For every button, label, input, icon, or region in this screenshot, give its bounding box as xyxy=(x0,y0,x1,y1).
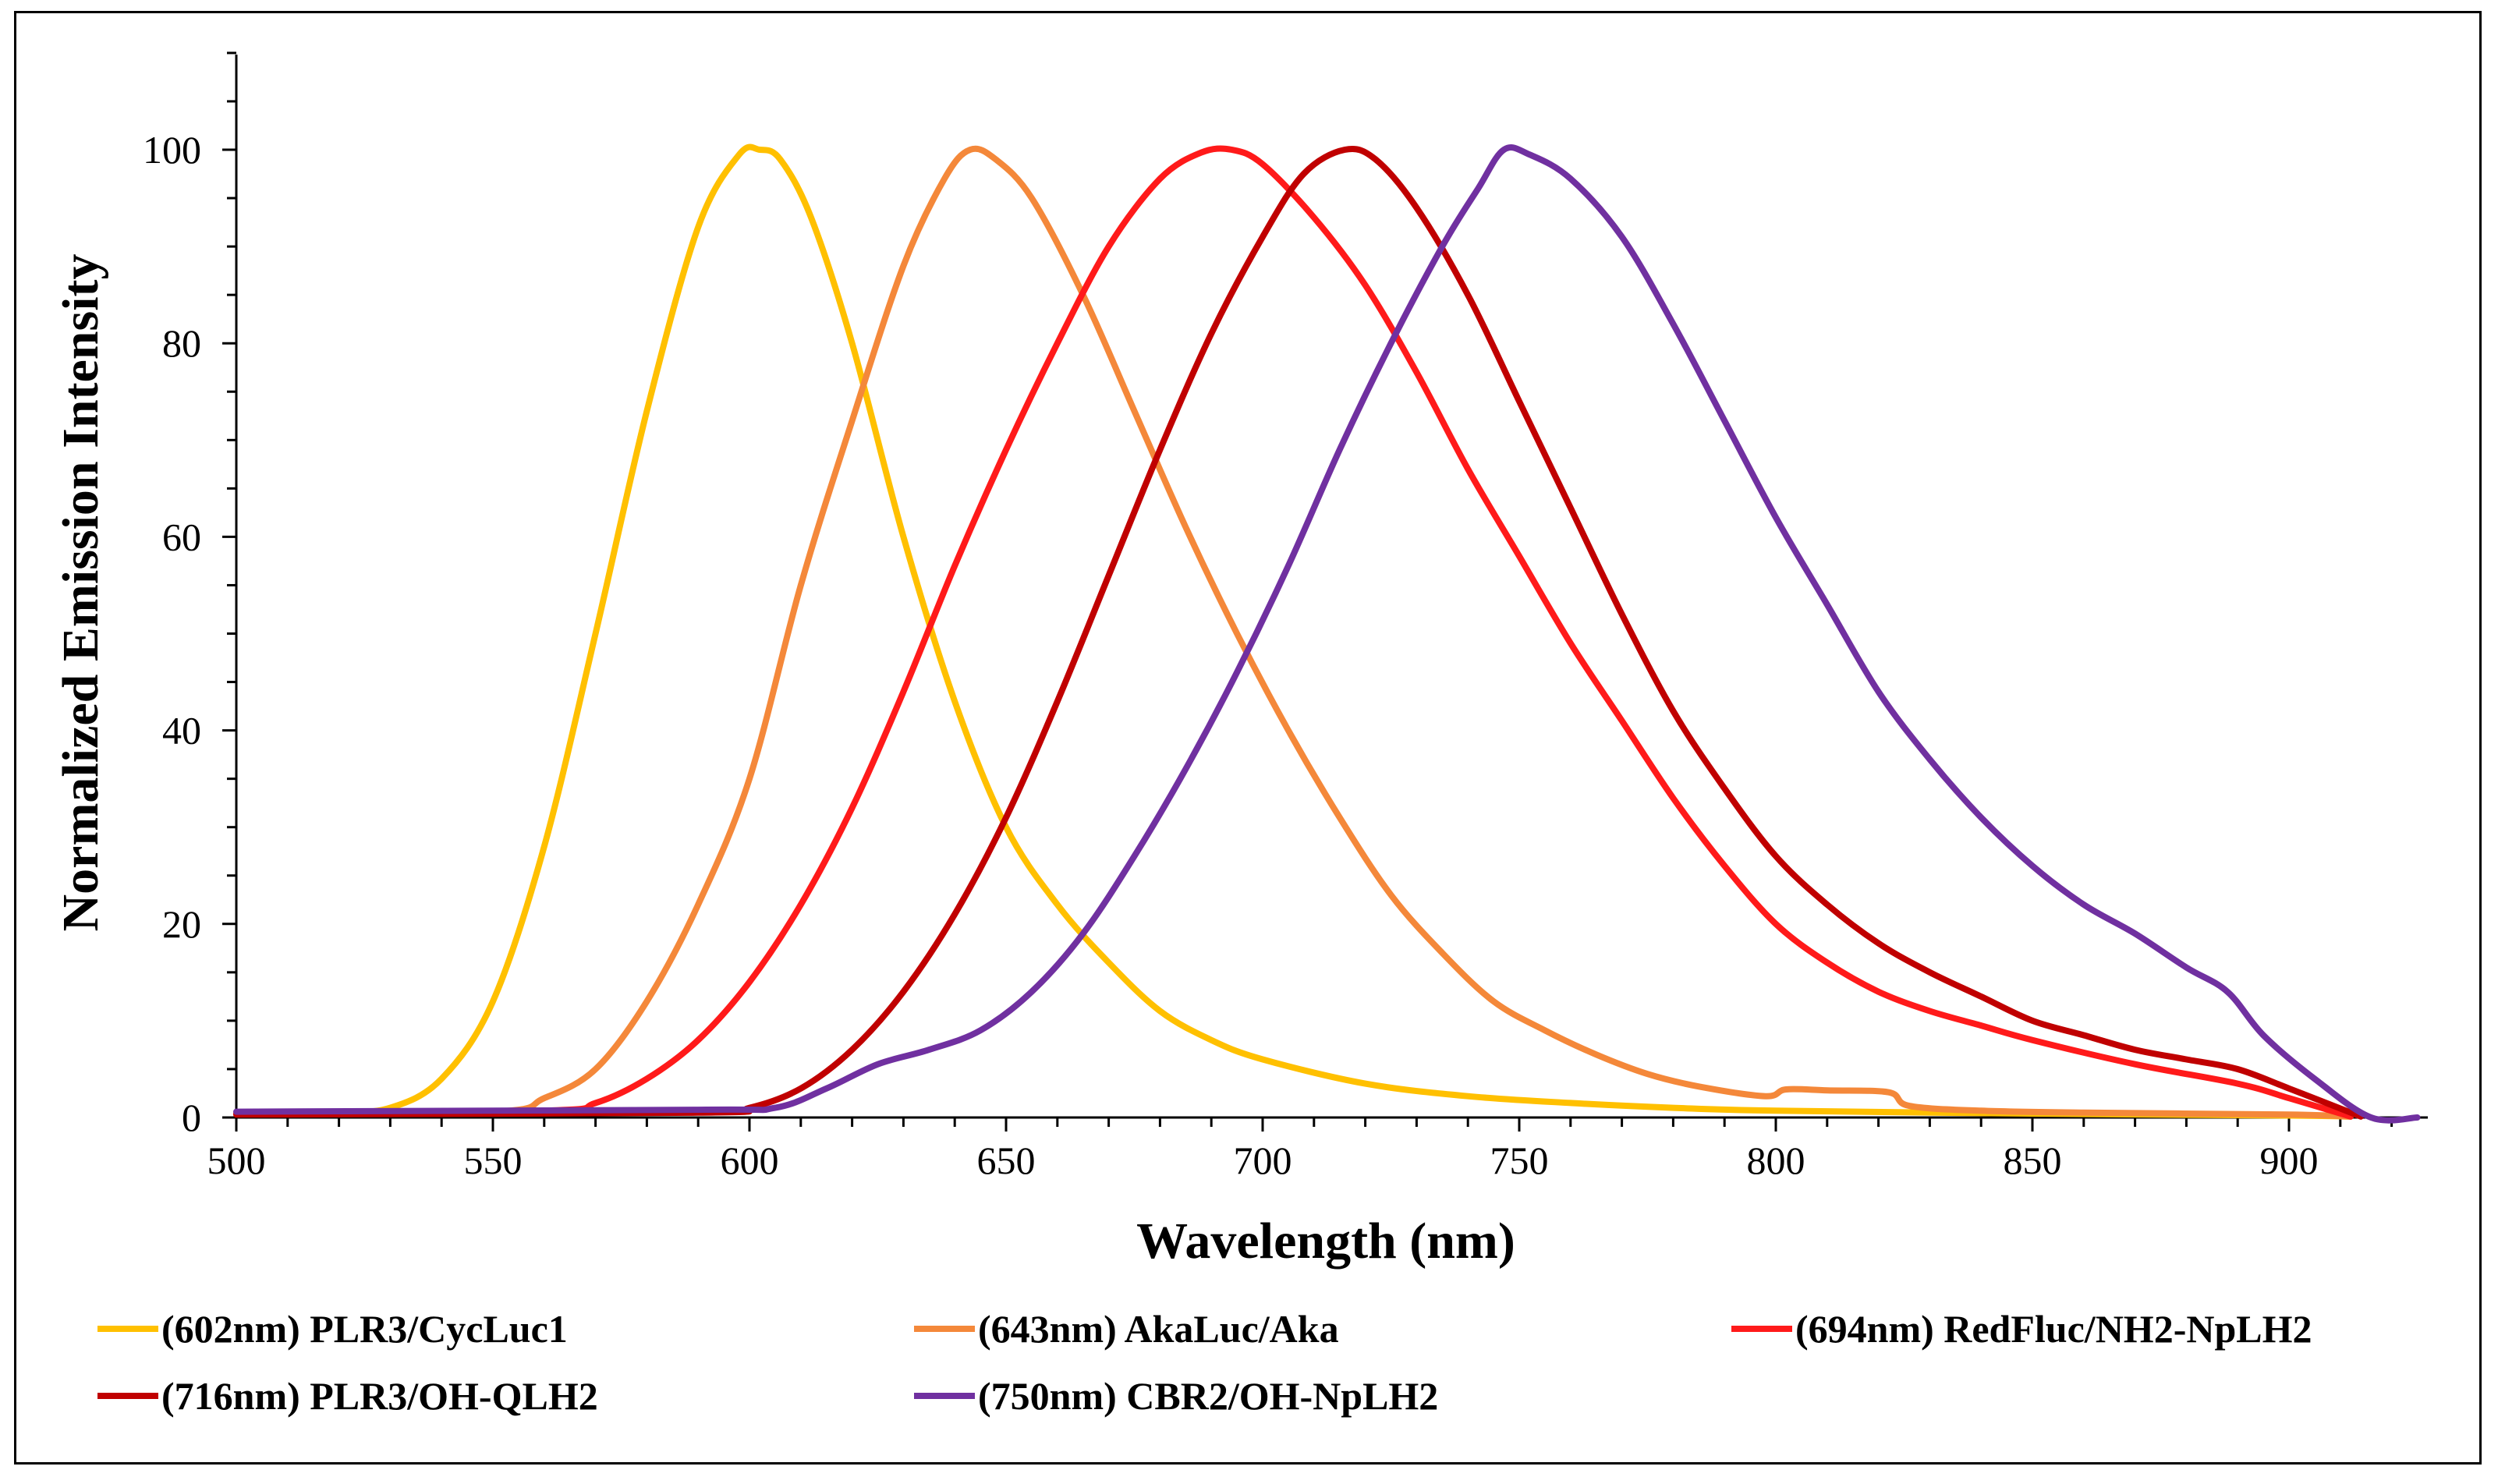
y-tick-label: 0 xyxy=(182,1096,201,1139)
x-tick-label: 600 xyxy=(721,1139,779,1182)
x-tick-label: 500 xyxy=(207,1139,266,1182)
series-line-5 xyxy=(233,144,2421,1124)
x-tick-label: 900 xyxy=(2260,1139,2319,1182)
x-axis-title: Wavelength (nm) xyxy=(1136,1213,1515,1270)
legend-label: (643nm) AkaLuc/Aka xyxy=(978,1307,1339,1351)
y-axis-title: Normalized Emission Intensity xyxy=(52,253,109,931)
legend-label: (716nm) PLR3/OH-QLH2 xyxy=(161,1374,598,1418)
legend-label: (750nm) CBR2/OH-NpLH2 xyxy=(978,1374,1438,1418)
tick-labels: 500 550 600 650 700 750 800 850 900 0 20 40 60 80 100 xyxy=(143,128,2319,1182)
series-line-2 xyxy=(233,145,2354,1120)
x-tick-label: 700 xyxy=(1234,1139,1292,1182)
legend-item: (602nm) PLR3/CycLuc1 xyxy=(97,1307,568,1351)
y-tick-label: 60 xyxy=(162,515,201,558)
y-tick-label: 100 xyxy=(143,128,201,172)
legend-item: (716nm) PLR3/OH-QLH2 xyxy=(97,1374,598,1418)
tick-marks xyxy=(222,51,2393,1132)
series-line-1 xyxy=(233,143,2354,1120)
series-lines xyxy=(233,143,2421,1124)
series-line-4 xyxy=(233,145,2365,1120)
x-tick-label: 800 xyxy=(1747,1139,1805,1182)
legend-label: (602nm) PLR3/CycLuc1 xyxy=(161,1307,568,1351)
y-tick-label: 20 xyxy=(162,902,201,946)
y-tick-label: 40 xyxy=(162,709,201,753)
series-line-3 xyxy=(233,145,2354,1120)
y-tick-label: 80 xyxy=(162,321,201,365)
chart-frame xyxy=(14,11,2482,1465)
axes xyxy=(235,55,2428,1119)
x-tick-label: 650 xyxy=(977,1139,1036,1182)
legend-item: (750nm) CBR2/OH-NpLH2 xyxy=(914,1374,1438,1418)
legend-item: (643nm) AkaLuc/Aka xyxy=(914,1307,1339,1351)
legend: (602nm) PLR3/CycLuc1 (643nm) AkaLuc/Aka (6… xyxy=(97,1307,2312,1418)
x-tick-label: 850 xyxy=(2004,1139,2062,1182)
x-tick-label: 750 xyxy=(1490,1139,1549,1182)
x-tick-label: 550 xyxy=(464,1139,523,1182)
legend-item: (694nm) RedFluc/NH2-NpLH2 xyxy=(1731,1307,2312,1351)
legend-label: (694nm) RedFluc/NH2-NpLH2 xyxy=(1795,1307,2312,1351)
